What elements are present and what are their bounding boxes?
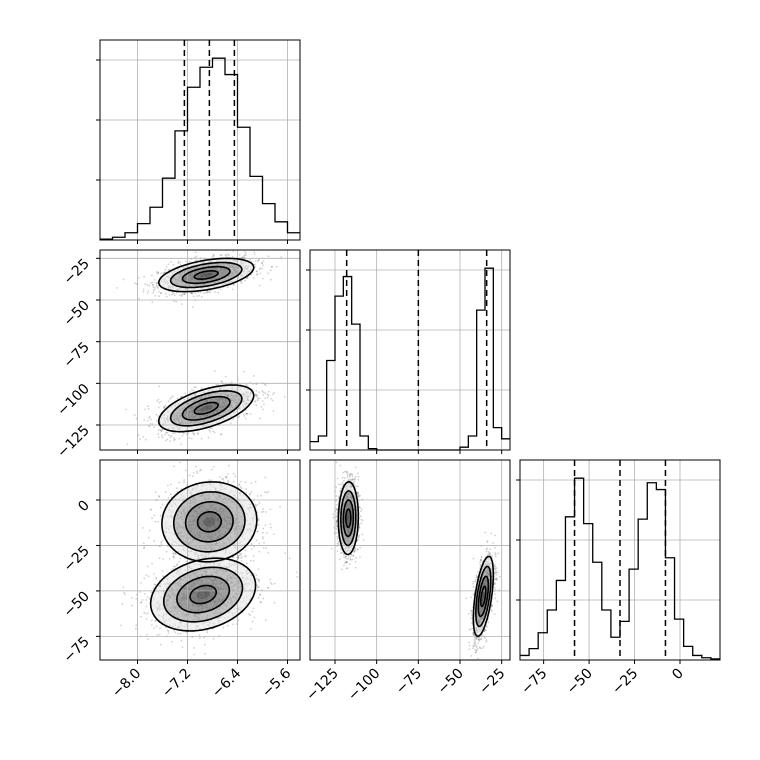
x-tick-label-0-2: −6.4 xyxy=(209,665,244,700)
y-tick-label-1-4: −25 xyxy=(61,256,93,288)
pair-2-mode-0-contour-0 xyxy=(345,508,352,529)
pair-2-mode-1-core-2 xyxy=(480,586,486,607)
panel-frame-1-0 xyxy=(99,249,301,451)
pair-0-mode-1-halo xyxy=(158,385,254,432)
pair-1-mode-1-contour-0 xyxy=(189,584,218,605)
pair-1-mode-1-contour-2 xyxy=(162,566,244,623)
histogram-step-2 xyxy=(520,477,720,660)
pair-0-mode-1-core-3 xyxy=(200,405,213,412)
x-tick-label-0-1: −7.2 xyxy=(159,666,194,701)
pair-2-mode-0-contour-1 xyxy=(342,499,355,538)
panel-frame-2-0 xyxy=(99,459,301,661)
pair-0-mode-1-contour-2 xyxy=(169,389,243,427)
pair-2-mode-1-core-3 xyxy=(482,591,485,602)
pair-2-mode-1-halo xyxy=(473,556,494,637)
pair-1-mode-0-contour-2 xyxy=(172,491,246,553)
x-tick-label-2-1: −50 xyxy=(564,666,596,698)
y-tick-label-1-0: −125 xyxy=(54,423,93,462)
x-tick-label-1-4: −25 xyxy=(476,666,508,698)
histogram-step-0 xyxy=(100,57,300,240)
y-tick-label-2-1: −50 xyxy=(61,588,93,620)
panel-frame-0-0 xyxy=(99,39,301,241)
pair-0-mode-1-contour-0 xyxy=(193,401,219,416)
pair-0-mode-1-core-0 xyxy=(170,390,242,426)
pair-1-mode-1-contour-3 xyxy=(149,557,257,632)
pair-1-mode-1-halo xyxy=(150,558,256,631)
x-tick-label-0-0: −8.0 xyxy=(109,666,144,701)
pair-2-mode-1-contour-3 xyxy=(472,555,495,638)
panel-frame-2-2 xyxy=(519,459,721,661)
pair-2-mode-1-contour-2 xyxy=(474,565,492,628)
hist-layer xyxy=(100,40,720,660)
pair-2-mode-1-contour-0 xyxy=(480,585,487,608)
pair-0-mode-0-contour-0 xyxy=(193,270,219,280)
pair-2-mode-0-core-1 xyxy=(343,500,354,537)
pair-1-mode-0-contour-0 xyxy=(196,511,223,533)
pair-0-mode-0-contour-3 xyxy=(157,257,255,293)
x-tick-label-2-2: −25 xyxy=(609,666,641,698)
frame-layer xyxy=(96,39,721,664)
pair-0-mode-0-contour-2 xyxy=(169,261,243,289)
pair-1-mode-0-core-2 xyxy=(197,511,222,532)
pair-0-mode-1-core-2 xyxy=(194,402,219,415)
pair-1-mode-0-core-3 xyxy=(203,516,216,527)
pair-0-mode-1-core-1 xyxy=(182,396,230,420)
pair-0-mode-0-core-3 xyxy=(200,272,213,278)
panel-frame-2-1 xyxy=(309,459,511,661)
histogram-step-1 xyxy=(310,267,510,451)
x-tick-label-2-3: 0 xyxy=(669,666,687,684)
pair-1-mode-0-halo xyxy=(161,481,257,562)
x-tick-label-1-2: −75 xyxy=(393,666,425,698)
contour-layer xyxy=(149,257,495,638)
y-tick-label-1-2: −75 xyxy=(61,339,93,371)
grid-layer xyxy=(100,40,720,660)
y-tick-label-2-0: −75 xyxy=(61,634,93,666)
density-layer xyxy=(150,258,494,637)
x-tick-label-1-0: −125 xyxy=(303,666,342,705)
pair-1-mode-0-contour-3 xyxy=(161,481,258,563)
pair-1-mode-1-contour-1 xyxy=(176,575,231,614)
pair-2-mode-0-core-3 xyxy=(347,513,350,523)
pair-2-mode-0-contour-2 xyxy=(339,490,357,547)
y-tick-label-1-3: −50 xyxy=(61,298,93,330)
x-tick-label-1-3: −50 xyxy=(435,666,467,698)
pair-1-mode-0-core-1 xyxy=(185,501,234,542)
pair-1-mode-0-contour-1 xyxy=(184,501,234,543)
pair-2-mode-0-contour-3 xyxy=(337,481,360,556)
y-tick-label-2-2: −25 xyxy=(61,543,93,575)
x-tick-label-0-3: −5.6 xyxy=(259,665,294,700)
pair-1-mode-1-core-3 xyxy=(196,590,210,600)
pair-1-mode-1-core-2 xyxy=(190,585,217,604)
pair-1-mode-1-core-0 xyxy=(163,567,243,622)
pair-0-mode-1-contour-3 xyxy=(157,384,255,433)
pair-2-mode-1-contour-1 xyxy=(477,575,490,618)
pair-0-mode-0-contour-1 xyxy=(181,265,231,285)
x-tick-label-2-0: −75 xyxy=(518,666,550,698)
pair-1-mode-1-core-1 xyxy=(176,576,230,613)
y-tick-label-2-3: 0 xyxy=(75,498,93,516)
pair-0-mode-1-contour-1 xyxy=(181,395,231,421)
pair-2-mode-1-core-0 xyxy=(475,566,491,627)
x-tick-label-1-1: −100 xyxy=(345,666,384,705)
y-tick-label-1-1: −100 xyxy=(54,381,93,420)
panel-frame-1-1 xyxy=(309,249,511,451)
